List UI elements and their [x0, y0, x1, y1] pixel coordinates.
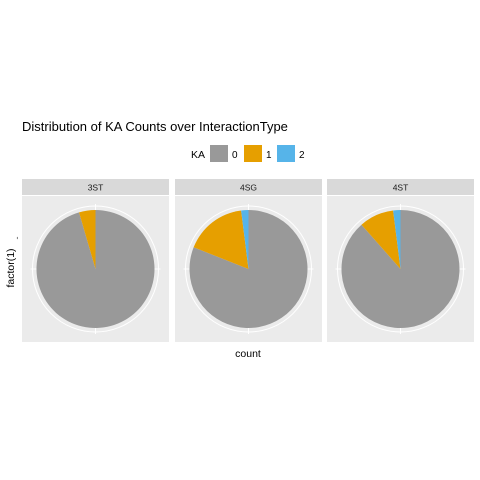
legend-label-0: 0 [232, 150, 238, 161]
facet-strip-4SG [175, 179, 322, 195]
y-axis-title: factor(1) [5, 248, 17, 287]
facets: 3ST 4SG 4ST [22, 179, 474, 342]
pie-slice-4ST-2 [393, 210, 401, 269]
legend-key-0 [210, 145, 228, 162]
facet-strip-4ST [327, 179, 474, 195]
pie-slice-4ST-1 [361, 210, 401, 269]
pie-slice-3ST-1 [79, 210, 96, 269]
pie-slice-4ST-0 [341, 210, 460, 329]
pie-slice-4SG-1 [193, 210, 249, 269]
x-axis-title: count [235, 348, 261, 360]
legend-title: KA [191, 149, 205, 161]
legend: KA 0 1 2 [191, 145, 305, 162]
legend-key-1 [244, 145, 262, 162]
legend-key-2 [277, 145, 295, 162]
y-tick-label: - [12, 237, 22, 240]
legend-label-1: 1 [266, 150, 272, 161]
facet-label-4ST: 4ST [393, 183, 409, 193]
facet-label-4SG: 4SG [240, 183, 257, 193]
facet-label-3ST: 3ST [88, 183, 104, 193]
legend-label-2: 2 [299, 150, 305, 161]
pie-slice-4SG-2 [241, 210, 249, 269]
chart-title: Distribution of KA Counts over Interacti… [22, 119, 288, 134]
facet-strip-3ST [22, 179, 169, 195]
